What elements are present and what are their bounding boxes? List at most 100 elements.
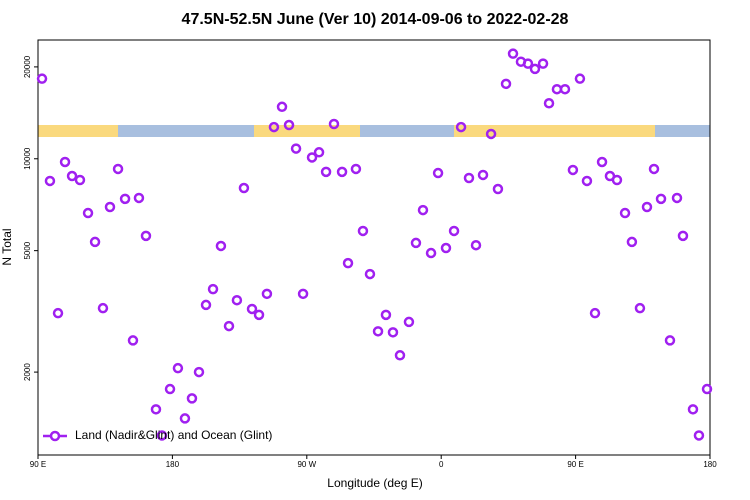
- point: [559, 83, 571, 95]
- plot-frame: [37, 39, 711, 456]
- point: [268, 121, 280, 133]
- point: [417, 204, 429, 216]
- x-tick-label: 90 W: [297, 460, 316, 469]
- point: [350, 163, 362, 175]
- point: [463, 172, 475, 184]
- point: [394, 350, 406, 361]
- x-tick-label: 180: [166, 460, 180, 469]
- point: [543, 98, 555, 109]
- point: [207, 283, 219, 295]
- point: [671, 192, 683, 204]
- point: [485, 128, 497, 140]
- point: [664, 335, 676, 346]
- point: [440, 242, 452, 254]
- point: [82, 207, 94, 219]
- point: [522, 58, 534, 69]
- point: [477, 169, 489, 181]
- point: [52, 307, 64, 319]
- point: [119, 193, 131, 205]
- point: [648, 163, 660, 175]
- point: [238, 182, 250, 194]
- point: [567, 164, 579, 176]
- chart-title: 47.5N-52.5N June (Ver 10) 2014-09-06 to …: [182, 11, 569, 28]
- point: [455, 121, 467, 133]
- point: [364, 268, 376, 280]
- point: [328, 118, 340, 130]
- point: [589, 307, 601, 319]
- point: [193, 366, 205, 378]
- point: [701, 383, 713, 395]
- point: [172, 362, 184, 374]
- point: [127, 335, 139, 346]
- point: [215, 240, 227, 252]
- point: [133, 192, 145, 204]
- y-tick-label: 20000: [23, 55, 32, 78]
- point: [596, 156, 608, 168]
- point: [320, 166, 332, 178]
- point: [313, 147, 325, 158]
- point: [529, 63, 541, 75]
- point: [500, 78, 512, 90]
- point: [655, 193, 667, 205]
- point: [448, 225, 460, 237]
- y-tick-label: 10000: [23, 147, 32, 170]
- point: [410, 237, 422, 249]
- point: [403, 316, 415, 328]
- y-tick-label: 5000: [23, 241, 32, 259]
- point: [290, 143, 302, 154]
- x-tick-label: 0: [439, 460, 444, 469]
- point: [150, 404, 162, 415]
- point: [537, 58, 549, 69]
- x-tick-label: 180: [703, 460, 717, 469]
- point: [677, 230, 689, 242]
- point: [36, 73, 48, 84]
- x-tick-label: 90 E: [567, 460, 583, 469]
- point: [140, 230, 152, 242]
- point: [507, 48, 519, 59]
- point: [342, 257, 354, 269]
- point: [626, 236, 638, 248]
- point: [179, 413, 191, 424]
- point: [432, 167, 444, 179]
- point: [156, 430, 168, 441]
- point: [89, 236, 101, 248]
- point: [44, 175, 56, 187]
- point: [74, 174, 86, 186]
- point: [200, 299, 212, 311]
- point: [66, 170, 78, 182]
- y-axis-label: N Total: [0, 228, 14, 265]
- point: [261, 288, 273, 300]
- point: [223, 320, 235, 332]
- point: [551, 83, 563, 95]
- point: [619, 207, 631, 219]
- point: [492, 183, 504, 195]
- point: [186, 393, 198, 404]
- point: [581, 175, 593, 187]
- point: [164, 383, 176, 395]
- point: [687, 404, 699, 415]
- point: [357, 225, 369, 237]
- point: [59, 156, 71, 168]
- y-tick-label: 2000: [23, 363, 32, 381]
- point: [104, 201, 116, 213]
- x-axis-label: Longitude (deg E): [327, 476, 422, 490]
- point: [306, 152, 318, 163]
- point: [112, 163, 124, 175]
- point: [641, 201, 653, 213]
- point: [387, 327, 399, 338]
- legend-marker: [49, 430, 61, 442]
- point: [283, 119, 295, 131]
- point: [574, 73, 586, 84]
- point: [336, 166, 348, 178]
- surface-band: [38, 125, 710, 137]
- point: [246, 303, 258, 315]
- x-tick-label: 90 E: [30, 460, 46, 469]
- point: [231, 294, 243, 306]
- point: [470, 239, 482, 251]
- point: [372, 326, 384, 337]
- legend-label: Land (Nadir&Glint) and Ocean (Glint): [75, 428, 272, 442]
- point: [97, 302, 109, 314]
- point: [634, 302, 646, 314]
- point: [425, 247, 437, 259]
